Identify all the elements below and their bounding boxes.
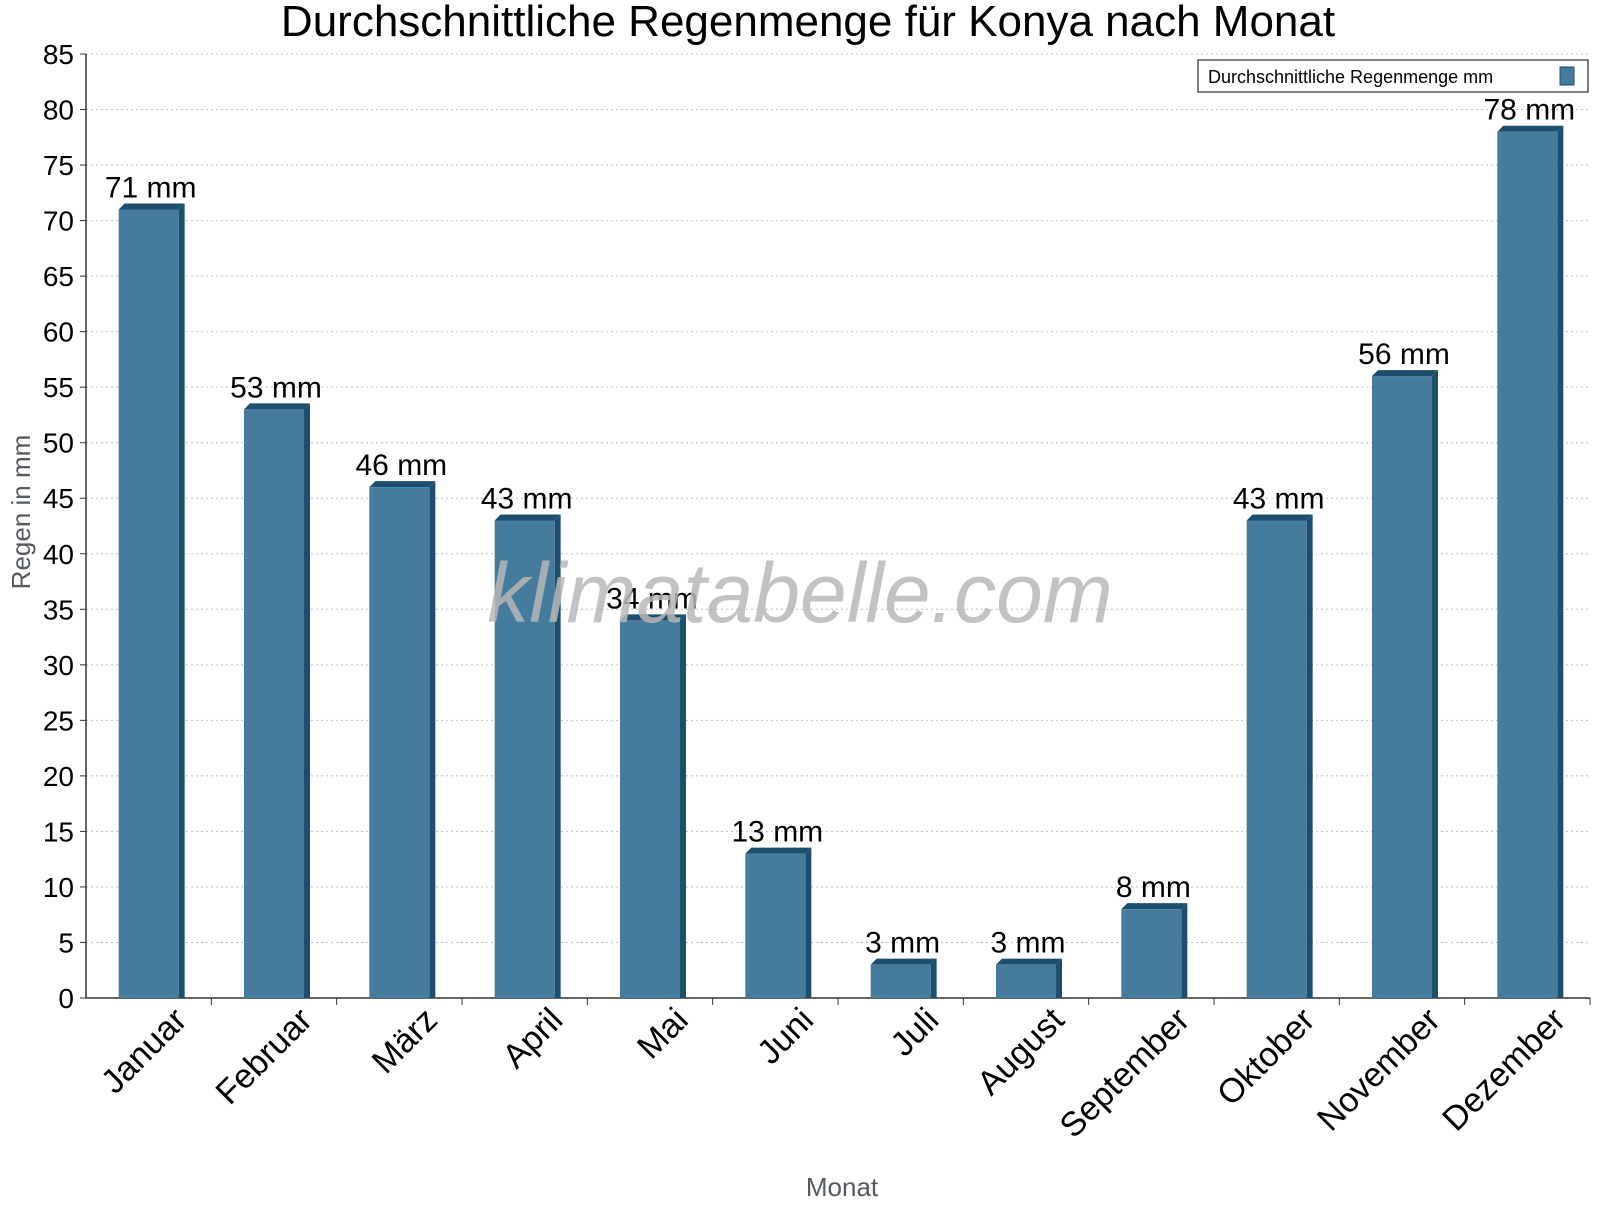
bar-top bbox=[620, 614, 686, 621]
y-tick-label: 40 bbox=[43, 539, 74, 570]
data-label: 46 mm bbox=[355, 449, 447, 482]
x-axis-ticks: Januar Februar März April Mai Juni Juli AugustS… bbox=[94, 998, 1591, 1145]
y-tick-label: 25 bbox=[43, 705, 74, 736]
y-tick-label: 60 bbox=[43, 317, 74, 348]
bar-side bbox=[1306, 514, 1313, 998]
y-tick-label: 85 bbox=[43, 39, 74, 70]
bar bbox=[1246, 520, 1307, 998]
bar bbox=[1497, 131, 1558, 998]
y-axis-ticks: 0 5 10 15 20 25 30 35 40 45 50 55 60 65 70 75 80 85 bbox=[43, 39, 86, 1014]
bar bbox=[244, 409, 304, 998]
data-label: 78 mm bbox=[1483, 94, 1575, 127]
axes bbox=[85, 54, 1590, 999]
data-label: 43 mm bbox=[1233, 482, 1325, 515]
legend-swatch bbox=[1559, 66, 1575, 86]
data-label: 13 mm bbox=[731, 816, 823, 849]
data-label: 71 mm bbox=[105, 171, 197, 204]
y-tick-label: 50 bbox=[43, 428, 74, 459]
watermark: klimatabelle.com bbox=[487, 546, 1113, 640]
y-tick-label: 70 bbox=[43, 206, 74, 237]
data-label: 3 mm bbox=[865, 927, 940, 960]
bar-top bbox=[369, 481, 436, 488]
y-tick-label: 80 bbox=[43, 95, 74, 126]
bar-top bbox=[1246, 514, 1313, 521]
bar-side bbox=[1056, 958, 1062, 998]
legend: Durchschnittliche Regenmenge mm bbox=[1197, 59, 1589, 93]
bar bbox=[1121, 909, 1182, 998]
bar-side bbox=[554, 514, 561, 998]
x-tick-label: Januar bbox=[94, 1001, 194, 1101]
data-labels: 71 mm 53 mm 46 mm 43 mm 34 mm 13 mm 3 mm 3 mm 8 … bbox=[105, 94, 1575, 960]
y-tick-label: 75 bbox=[43, 150, 74, 181]
x-tick-label: September bbox=[1053, 1001, 1197, 1145]
y-tick-label: 55 bbox=[43, 372, 74, 403]
x-tick-label: Juni bbox=[750, 1001, 821, 1072]
y-tick-label: 10 bbox=[43, 872, 74, 903]
bar-side bbox=[1432, 370, 1438, 999]
legend-label: Durchschnittliche Regenmenge mm bbox=[1208, 67, 1493, 87]
bar-side bbox=[680, 614, 686, 998]
y-tick-label: 0 bbox=[58, 983, 74, 1014]
data-label: 3 mm bbox=[991, 927, 1066, 960]
y-tick-label: 5 bbox=[58, 927, 74, 958]
bar bbox=[620, 620, 680, 998]
y-axis-title: Regen in mm bbox=[6, 435, 36, 590]
bar bbox=[745, 853, 806, 998]
bar-top bbox=[244, 403, 310, 410]
bar-top bbox=[1372, 370, 1438, 377]
bar bbox=[996, 964, 1056, 998]
bar-side bbox=[805, 847, 812, 998]
bar bbox=[870, 964, 931, 998]
bar-top bbox=[118, 203, 185, 210]
x-tick-label: August bbox=[970, 1000, 1072, 1102]
bar-top bbox=[1497, 125, 1564, 132]
bar-top bbox=[745, 847, 812, 854]
bars bbox=[118, 125, 1564, 999]
grid-lines bbox=[86, 53, 1590, 943]
y-tick-label: 20 bbox=[43, 761, 74, 792]
bar-top bbox=[996, 958, 1062, 965]
x-tick-label: Juli bbox=[883, 1001, 946, 1064]
bar-side bbox=[930, 958, 937, 998]
x-axis-title: Monat bbox=[806, 1172, 879, 1200]
bar bbox=[1372, 376, 1432, 999]
bar bbox=[118, 209, 179, 998]
y-tick-label: 45 bbox=[43, 483, 74, 514]
bar-side bbox=[178, 203, 185, 998]
x-tick-label: Dezember bbox=[1435, 1001, 1573, 1139]
bar bbox=[369, 487, 430, 998]
legend-box bbox=[1197, 59, 1589, 93]
y-tick-label: 65 bbox=[43, 261, 74, 292]
data-label: 43 mm bbox=[481, 482, 573, 515]
data-label: 56 mm bbox=[1358, 338, 1450, 371]
bar bbox=[494, 520, 555, 998]
y-tick-label: 30 bbox=[43, 650, 74, 681]
bar-top bbox=[870, 958, 937, 965]
x-tick-label: Februar bbox=[209, 1001, 320, 1112]
bar-side bbox=[1557, 125, 1564, 999]
bar-side bbox=[1181, 903, 1188, 998]
x-tick-label: November bbox=[1310, 1001, 1448, 1139]
x-tick-label: März bbox=[365, 1001, 445, 1081]
data-label: 53 mm bbox=[230, 371, 322, 404]
bar-top bbox=[494, 514, 561, 521]
bar-top bbox=[1121, 903, 1188, 910]
x-tick-label: Oktober bbox=[1210, 1001, 1322, 1113]
bar-side bbox=[429, 481, 436, 999]
y-tick-label: 35 bbox=[43, 594, 74, 625]
bar-side bbox=[304, 403, 310, 998]
y-tick-label: 15 bbox=[43, 816, 74, 847]
data-label: 34 mm bbox=[606, 582, 698, 615]
x-tick-label: Mai bbox=[630, 1001, 696, 1067]
x-tick-label: April bbox=[495, 1001, 570, 1076]
data-label: 8 mm bbox=[1116, 871, 1191, 904]
chart-title: Durchschnittliche Regenmenge für Konya n… bbox=[281, 0, 1335, 46]
